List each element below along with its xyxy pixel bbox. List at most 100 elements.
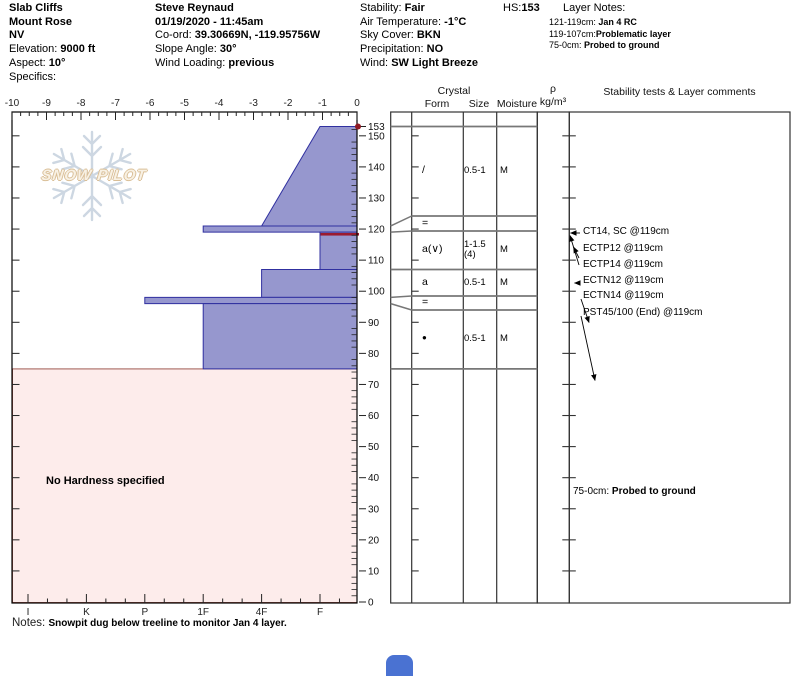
no-hardness-region	[12, 368, 358, 604]
snowpilot-logo-text: SNOW PILOT	[40, 167, 148, 184]
stability-test-label: ECTN12 @119cm	[583, 275, 664, 286]
observation-datetime: 01/19/2020 - 11:45am	[155, 15, 264, 28]
stability-test-label: ECTP12 @119cm	[583, 243, 663, 254]
col-header-density-units: kg/m³	[539, 96, 567, 108]
depth-tick-label: 40	[368, 473, 380, 484]
col-header-size: Size	[468, 98, 490, 110]
grain-form: a	[422, 275, 428, 288]
stability-test-label: CT14, SC @119cm	[583, 226, 670, 237]
stability-test-label: PST45/100 (End) @119cm	[583, 307, 703, 318]
surface-marker-dot	[355, 123, 361, 130]
grain-form: a(∨)	[422, 243, 443, 256]
grain-form: ●	[422, 333, 427, 343]
hardness-tick-label: 1F	[197, 607, 209, 618]
depth-tick-label: 100	[368, 287, 385, 298]
depth-tick-label: 70	[368, 380, 380, 391]
hardness-tick-label: K	[83, 607, 90, 618]
depth-tick-label: 30	[368, 504, 380, 515]
temp-tick-label: -1	[318, 98, 327, 109]
specifics: Specifics:	[9, 70, 57, 83]
pit-name: Slab Cliffs	[9, 2, 63, 14]
temp-tick-label: -7	[111, 98, 120, 109]
layer-note-item: 121-119cm: Jan 4 RC	[549, 17, 637, 27]
pit-notes: Notes: Snowpit dug below treeline to mon…	[12, 617, 287, 629]
hardness-tick-label: 4F	[256, 607, 268, 618]
hardness-axis: I K P 1F 4F F	[27, 594, 340, 618]
depth-tick-label: 90	[368, 318, 380, 329]
depth-tick-label: 130	[368, 193, 385, 204]
depth-tick-label: 20	[368, 535, 380, 546]
temp-tick-label: -6	[146, 98, 155, 109]
layer-table-grid	[390, 111, 791, 604]
temp-tick-label: 0	[354, 98, 360, 109]
hardness-tick-label: F	[317, 607, 323, 618]
temp-tick-label: -4	[215, 98, 224, 109]
observer-info: Steve Reynaud 01/19/2020 - 11:45am Co-or…	[155, 2, 320, 71]
grain-size: 0.5-1	[464, 276, 486, 288]
wind: Wind: SW Light Breeze	[360, 56, 478, 69]
depth-tick-label: 153	[368, 122, 385, 133]
no-hardness-label: No Hardness specified	[46, 475, 165, 487]
coordinates: Co-ord: 39.30669N, -119.95756W	[155, 29, 321, 42]
stability-test-leaders	[569, 230, 597, 381]
col-header-density: ρ	[550, 83, 556, 95]
temp-tick-label: -10	[5, 98, 20, 109]
layer-notes-title: Layer Notes:	[563, 2, 626, 14]
moisture: M	[500, 333, 508, 345]
col-header-crystal: Crystal	[437, 85, 471, 97]
snowflake-icon	[52, 130, 132, 222]
layer-bar	[260, 126, 358, 227]
air-temperature: Air Temperature: -1°C	[360, 15, 467, 28]
grain-size: 1-1.5	[464, 239, 486, 251]
depth-tick-label: 60	[368, 411, 380, 422]
moisture: M	[500, 165, 508, 177]
layer-bar	[319, 231, 358, 270]
range-name: Mount Rose	[9, 15, 72, 28]
col-header-moisture: Moisture	[496, 98, 538, 110]
grain-size-secondary: (4)	[464, 249, 476, 261]
layer-note-item: 119-107cm:Problematic layer	[549, 28, 671, 39]
sky-cover: Sky Cover: BKN	[360, 29, 441, 42]
temp-axis: -10 -9 -8 -7 -6 -5 -4 -3 -2 -1 0	[5, 98, 360, 120]
depth-tick-label: 80	[368, 349, 380, 360]
moisture: M	[500, 276, 508, 288]
col-header-form: Form	[424, 98, 450, 110]
wind-loading: Wind Loading: previous	[155, 56, 275, 69]
probe-note: 75-0cm: Probed to ground	[573, 486, 696, 497]
temp-tick-label: -5	[180, 98, 189, 109]
slope-angle: Slope Angle: 30°	[155, 43, 237, 56]
aspect: Aspect: 10°	[9, 56, 66, 69]
stability-test-label: ECTN14 @119cm	[583, 290, 664, 301]
temp-tick-label: -2	[284, 98, 293, 109]
grain-form: /	[422, 164, 425, 177]
grain-size: 0.5-1	[464, 165, 486, 177]
conditions-info: Stability: Fair Air Temperature: -1°C Sk…	[360, 2, 478, 71]
layer-note-item: 75-0cm: Probed to ground	[549, 40, 660, 50]
stability-test-label: ECTP14 @119cm	[583, 259, 663, 270]
depth-tick-label: 0	[368, 598, 374, 609]
moisture: M	[500, 244, 508, 256]
grain-form: =	[422, 216, 429, 229]
depth-tick-label: 120	[368, 225, 385, 236]
temp-tick-label: -3	[249, 98, 258, 109]
grain-form: =	[422, 296, 429, 308]
layer-bar	[202, 303, 358, 370]
snow-height: HS:153	[503, 2, 540, 14]
layer-bar	[261, 268, 358, 298]
elevation: Elevation: 9000 ft	[9, 43, 96, 56]
layer-bars	[144, 126, 359, 370]
layer-bar	[202, 225, 358, 233]
col-header-stability: Stability tests & Layer comments	[603, 86, 756, 98]
precipitation: Precipitation: NO	[360, 43, 444, 56]
depth-tick-label: 50	[368, 442, 380, 453]
depth-tick-label: 150	[368, 131, 385, 142]
layer-bar	[144, 296, 358, 305]
scroll-thumb[interactable]	[386, 655, 413, 676]
stability: Stability: Fair	[360, 2, 425, 14]
depth-tick-label: 10	[368, 566, 380, 577]
hardness-tick-label: P	[141, 607, 148, 618]
hardness-tick-label: I	[27, 607, 30, 618]
